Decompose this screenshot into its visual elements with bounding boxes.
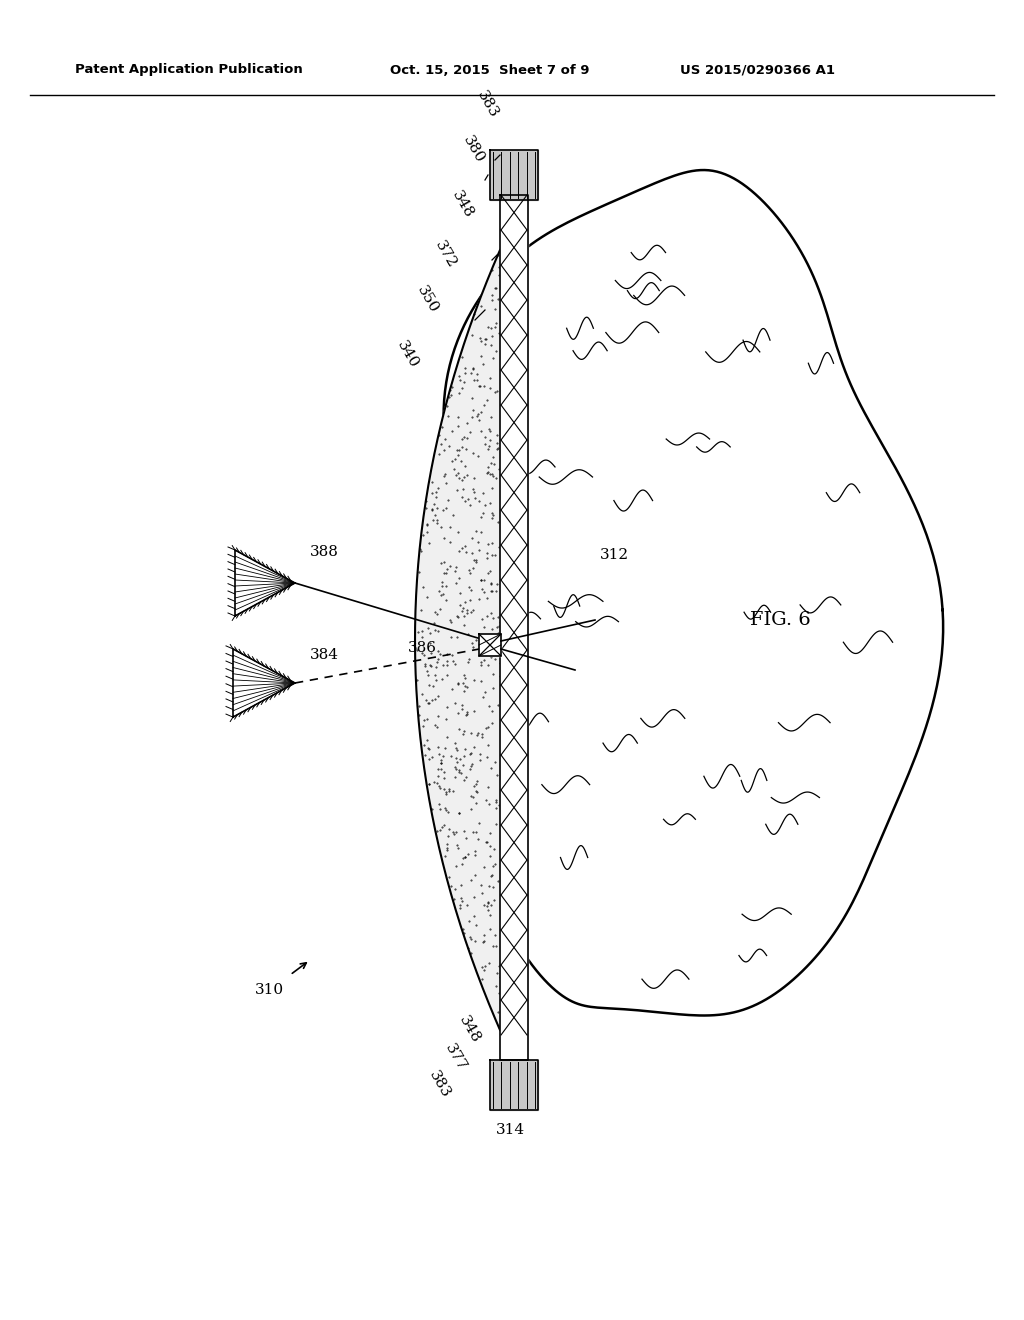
- Text: 340: 340: [394, 339, 421, 371]
- Text: 348: 348: [450, 189, 476, 220]
- Text: 383: 383: [427, 1069, 454, 1101]
- Text: 314: 314: [496, 1123, 524, 1137]
- Text: Oct. 15, 2015  Sheet 7 of 9: Oct. 15, 2015 Sheet 7 of 9: [390, 63, 590, 77]
- Text: 348: 348: [457, 1014, 483, 1045]
- Polygon shape: [415, 249, 500, 1030]
- Text: 310: 310: [255, 983, 284, 997]
- Text: FIG. 6: FIG. 6: [750, 611, 811, 630]
- Polygon shape: [233, 649, 295, 717]
- Polygon shape: [234, 550, 295, 616]
- Polygon shape: [479, 634, 501, 656]
- Text: US 2015/0290366 A1: US 2015/0290366 A1: [680, 63, 835, 77]
- Text: 377: 377: [442, 1041, 469, 1074]
- Text: 386: 386: [408, 642, 437, 655]
- Polygon shape: [443, 170, 943, 1015]
- Polygon shape: [490, 1060, 538, 1110]
- Polygon shape: [490, 150, 538, 201]
- Text: Patent Application Publication: Patent Application Publication: [75, 63, 303, 77]
- Text: 388: 388: [310, 545, 339, 558]
- Polygon shape: [500, 195, 528, 1060]
- Text: 384: 384: [310, 648, 339, 663]
- Text: 383: 383: [475, 88, 502, 121]
- Text: 380: 380: [461, 133, 487, 166]
- Text: 312: 312: [600, 548, 629, 562]
- Text: 350: 350: [415, 284, 441, 315]
- Text: 372: 372: [433, 239, 460, 271]
